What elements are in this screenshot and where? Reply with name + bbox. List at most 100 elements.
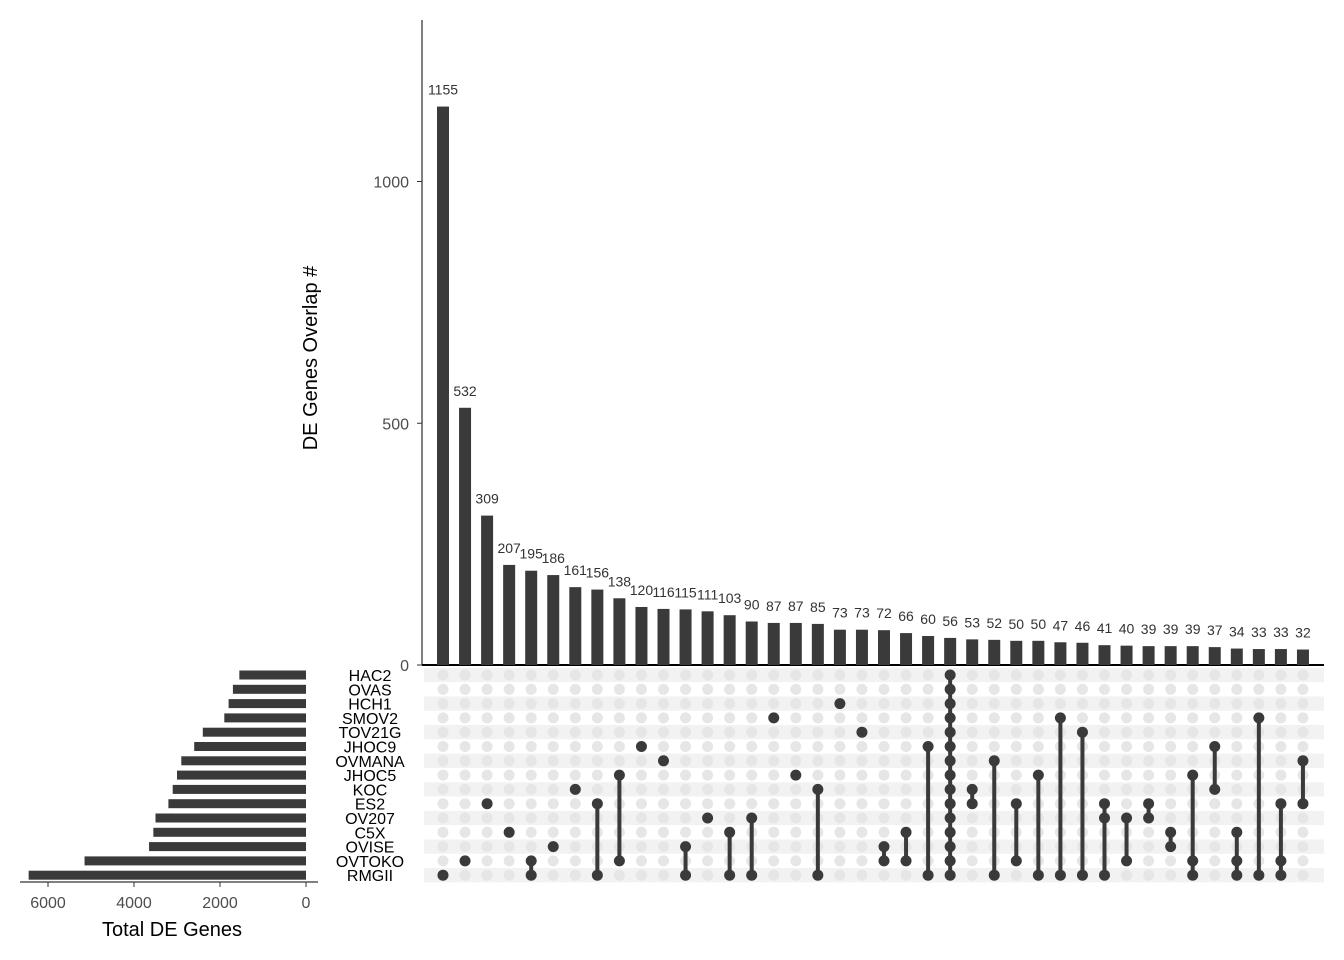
set-label: JHOC5: [344, 768, 397, 785]
set-labels: HAC2OVASHCH1SMOV2TOV21GJHOC9OVMANAJHOC5K…: [335, 668, 405, 885]
matrix-dot-inactive: [1165, 712, 1177, 724]
matrix-dot-active: [944, 769, 956, 781]
matrix-dot-active: [503, 826, 515, 838]
matrix-dot-inactive: [525, 669, 537, 681]
matrix-dot-inactive: [1231, 755, 1243, 767]
matrix-row-stripe: [424, 667, 1324, 683]
matrix-dot-inactive: [834, 669, 846, 681]
intersection-bar: [1032, 640, 1045, 665]
matrix-dot-inactive: [1209, 683, 1221, 695]
matrix-dot-inactive: [437, 683, 449, 695]
matrix-dot-inactive: [525, 798, 537, 810]
matrix-dot-inactive: [966, 683, 978, 695]
matrix-dot-active: [944, 669, 956, 681]
matrix-dot-active: [1275, 855, 1287, 867]
matrix-dot-active: [525, 855, 537, 867]
bar-value-label: 90: [744, 596, 760, 612]
intersection-bar: [1098, 645, 1111, 665]
matrix-dot-inactive: [724, 683, 736, 695]
matrix-dot-inactive: [768, 741, 780, 752]
matrix-dot-inactive: [1297, 855, 1309, 867]
intersection-bar: [1208, 647, 1221, 665]
matrix-dot-inactive: [503, 769, 515, 781]
matrix-dot-inactive: [481, 741, 493, 752]
matrix-dot-inactive: [1143, 669, 1155, 681]
intersection-bar: [922, 635, 935, 665]
matrix-dot-active: [944, 783, 956, 795]
matrix-dot-inactive: [1209, 698, 1221, 710]
matrix-dot-inactive: [878, 669, 890, 681]
matrix-dot-inactive: [1032, 726, 1044, 738]
matrix-dot-inactive: [1165, 683, 1177, 695]
matrix-dot-inactive: [459, 712, 471, 724]
matrix-dot-inactive: [1121, 783, 1133, 795]
matrix-dot-inactive: [856, 783, 868, 795]
matrix-dot-inactive: [680, 783, 692, 795]
matrix-dot-inactive: [459, 769, 471, 781]
matrix-dot-active: [1209, 783, 1221, 795]
matrix-dot-inactive: [481, 812, 493, 824]
matrix-dot-active: [812, 869, 824, 881]
matrix-dot-inactive: [1275, 741, 1287, 752]
matrix-dot-active: [591, 869, 603, 881]
matrix-dot-active: [1187, 869, 1199, 881]
matrix-dot-inactive: [724, 812, 736, 824]
matrix-dot-inactive: [812, 769, 824, 781]
matrix-dot-inactive: [1054, 698, 1066, 710]
matrix-dot-inactive: [900, 869, 912, 881]
matrix-dot-inactive: [658, 712, 669, 724]
matrix-dot-inactive: [503, 755, 515, 767]
matrix-dot-inactive: [834, 769, 846, 781]
matrix-dot-inactive: [481, 698, 493, 710]
matrix-dot-active: [1099, 812, 1110, 824]
intersection-bar: [900, 633, 913, 665]
matrix-dot-inactive: [459, 826, 471, 838]
set-size-bar: [228, 699, 306, 709]
intersection-bar: [855, 629, 868, 665]
bar-value-label: 103: [718, 590, 742, 606]
matrix-dot-inactive: [1099, 769, 1110, 781]
matrix-dot-inactive: [437, 769, 449, 781]
matrix-dot-active: [1032, 869, 1044, 881]
intersection-bar: [569, 587, 582, 665]
intersection-bar: [1142, 646, 1155, 665]
set-size-bar: [28, 870, 307, 880]
matrix-dot-inactive: [1275, 712, 1287, 724]
matrix-dot-inactive: [1187, 755, 1199, 767]
matrix-dot-inactive: [481, 841, 493, 853]
matrix-dot-inactive: [878, 798, 890, 810]
intersection-bar: [481, 515, 494, 665]
matrix-dot-inactive: [569, 741, 581, 752]
bar-value-label: 33: [1273, 624, 1289, 640]
set-size-bar: [181, 756, 306, 766]
matrix-dot-inactive: [856, 669, 868, 681]
matrix-dot-inactive: [1297, 726, 1309, 738]
matrix-dot-inactive: [437, 698, 449, 710]
set-size-bar: [239, 670, 306, 680]
matrix-dot-inactive: [481, 783, 493, 795]
bar-value-label: 138: [608, 573, 632, 589]
matrix-row-stripe: [424, 725, 1324, 740]
matrix-dot-active: [1054, 712, 1066, 724]
matrix-dot-inactive: [547, 783, 559, 795]
matrix-dot-inactive: [1297, 826, 1309, 838]
bar-value-label: 87: [788, 598, 804, 614]
matrix-dot-inactive: [613, 712, 625, 724]
matrix-dot-inactive: [746, 726, 758, 738]
matrix-dot-inactive: [1209, 712, 1221, 724]
matrix-dot-active: [768, 712, 780, 724]
matrix-dot-active: [525, 869, 537, 881]
matrix-dot-inactive: [569, 669, 581, 681]
bar-value-label: 111: [697, 586, 718, 602]
matrix-dot-inactive: [680, 741, 692, 752]
set-label: HAC2: [349, 668, 392, 685]
matrix-dot-inactive: [1099, 712, 1110, 724]
matrix-dot-inactive: [768, 869, 780, 881]
matrix-dot-inactive: [966, 826, 978, 838]
matrix-dot-inactive: [1143, 841, 1155, 853]
matrix-dot-inactive: [724, 726, 736, 738]
matrix-dot-active: [481, 798, 493, 810]
intersection-bar: [745, 621, 758, 665]
matrix-dot-inactive: [790, 741, 802, 752]
